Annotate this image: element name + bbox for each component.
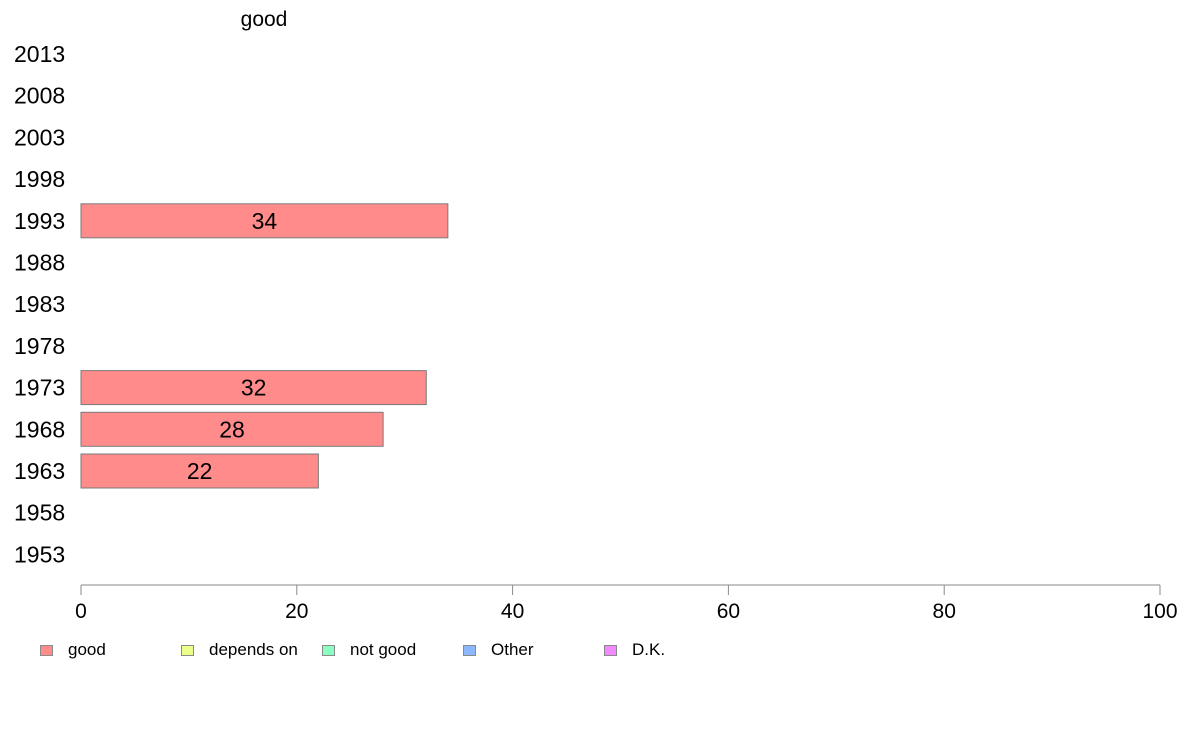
y-tick-label: 1988 [14,250,65,276]
legend-item: not good [322,640,416,660]
data-label: 22 [187,458,213,484]
y-tick-label: 1973 [14,375,65,401]
legend-item: good [40,640,106,660]
y-tick-label: 1993 [14,208,65,234]
data-label: 32 [241,375,267,401]
y-tick-label: 1968 [14,416,65,442]
y-tick-label: 1963 [14,458,65,484]
data-label: 28 [219,416,245,442]
legend-item: Other [463,640,534,660]
bar-1973 [80,370,427,406]
y-tick-label: 1998 [14,166,65,192]
y-tick-label: 1958 [14,500,65,526]
x-axis: 0 20 40 60 80 100 [75,584,1178,623]
x-tick-label: 0 [75,600,87,623]
x-tick-label: 80 [933,600,956,623]
y-axis-labels: 2013 2008 2003 1998 1993 1988 1983 1978 1973 1968… [14,41,65,567]
legend-item: D.K. [604,640,665,660]
y-tick-label: 1983 [14,291,65,317]
legend-swatch [181,644,194,656]
y-tick-label: 2013 [14,41,65,67]
legend-label: not good [350,640,417,659]
x-tick-label: 20 [285,600,308,623]
legend-label: D.K. [632,640,666,659]
legend-label: Other [491,640,534,659]
panel-title: good [241,8,288,31]
legend-swatch [322,644,335,656]
y-tick-label: 2003 [14,124,65,150]
x-tick-label: 60 [717,600,740,623]
y-tick-label: 1978 [14,333,65,359]
legend-label: depends on [209,640,298,659]
bar-1968 [80,411,384,447]
legend-item: depends on [181,640,298,660]
legend-swatch [604,644,617,656]
x-tick-label: 100 [1142,600,1177,623]
legend-label: good [68,640,106,659]
data-label: 34 [252,208,278,234]
legend-swatch [463,644,476,656]
y-tick-label: 2008 [14,83,65,109]
legend-swatch [40,644,53,656]
y-tick-label: 1953 [14,541,65,567]
x-tick-label: 40 [501,600,524,623]
bar-1963 [80,453,319,489]
bar-1993 [80,203,449,239]
